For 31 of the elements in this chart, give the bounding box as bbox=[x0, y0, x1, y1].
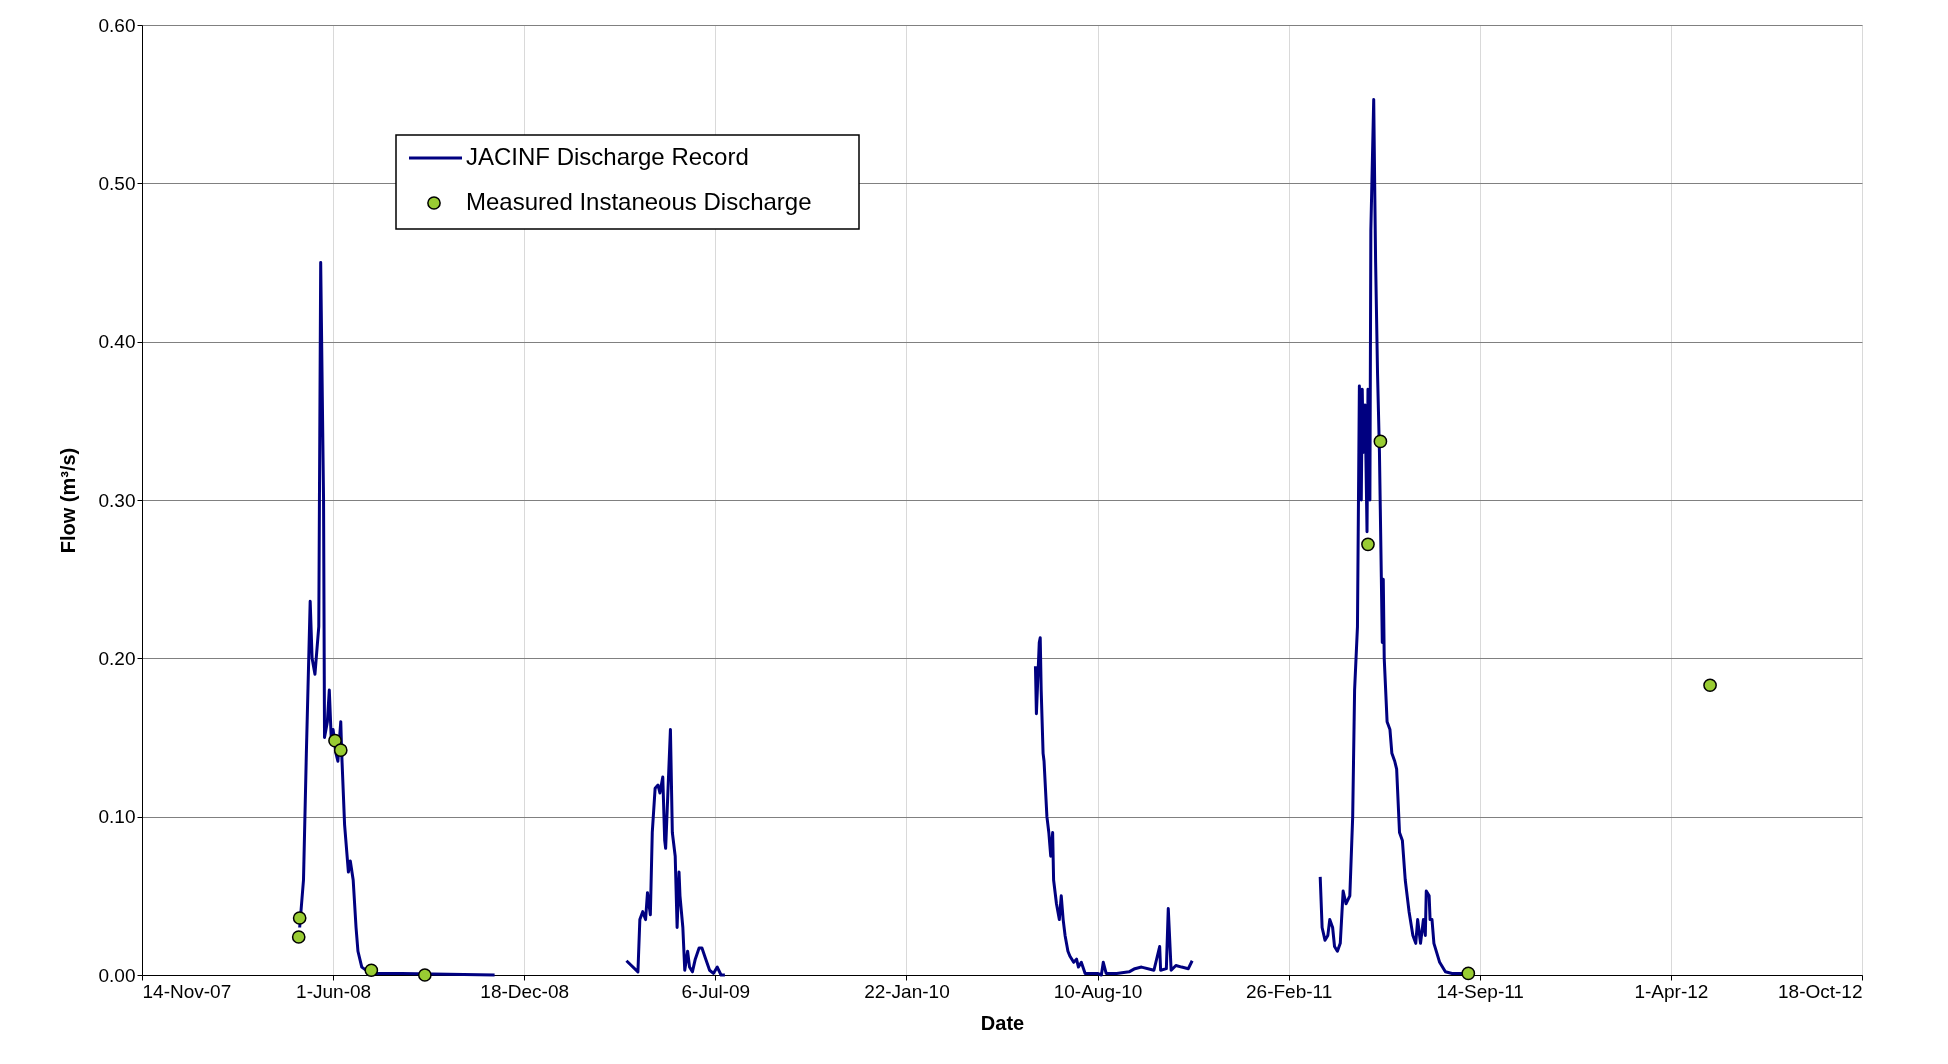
x-tick-label: 14-Sep-11 bbox=[1436, 980, 1524, 1002]
point bbox=[1703, 678, 1717, 693]
legend-label: Measured Instaneous Discharge bbox=[466, 188, 812, 215]
legend-label: JACINF Discharge Record bbox=[466, 143, 749, 170]
x-tick-label: 18-Dec-08 bbox=[480, 980, 570, 1002]
point bbox=[291, 930, 306, 944]
point bbox=[292, 911, 307, 925]
x-tick-label: 10-Aug-10 bbox=[1053, 980, 1143, 1002]
y-tick-label: 0.00 bbox=[98, 964, 136, 986]
x-tick-label: 1-Jun-08 bbox=[296, 980, 372, 1002]
x-tick-label: 1-Apr-12 bbox=[1634, 980, 1709, 1002]
y-axis-title: Flow (m³/s) bbox=[56, 447, 79, 554]
y-tick-label: 0.30 bbox=[98, 489, 136, 511]
y-tick-label: 0.40 bbox=[98, 331, 136, 353]
point bbox=[364, 963, 379, 978]
point bbox=[328, 733, 342, 748]
x-tick-label: 6-Jul-09 bbox=[681, 980, 751, 1002]
y-tick-label: 0.50 bbox=[98, 172, 136, 194]
point bbox=[417, 968, 432, 982]
x-tick-label: 26-Feb-11 bbox=[1246, 980, 1333, 1002]
x-tick-label: 14-Nov-07 bbox=[142, 980, 232, 1002]
point bbox=[1373, 434, 1388, 449]
y-tick-label: 0.60 bbox=[98, 14, 136, 36]
x-tick-label: 18-Oct-12 bbox=[1778, 980, 1863, 1002]
point bbox=[1361, 537, 1375, 552]
x-axis-title: Date bbox=[980, 1011, 1025, 1034]
point bbox=[333, 743, 348, 758]
y-tick-label: 0.10 bbox=[98, 806, 136, 828]
point bbox=[1461, 966, 1476, 981]
x-tick-label: 22-Jan-10 bbox=[864, 980, 950, 1002]
y-tick-label: 0.20 bbox=[98, 647, 136, 669]
